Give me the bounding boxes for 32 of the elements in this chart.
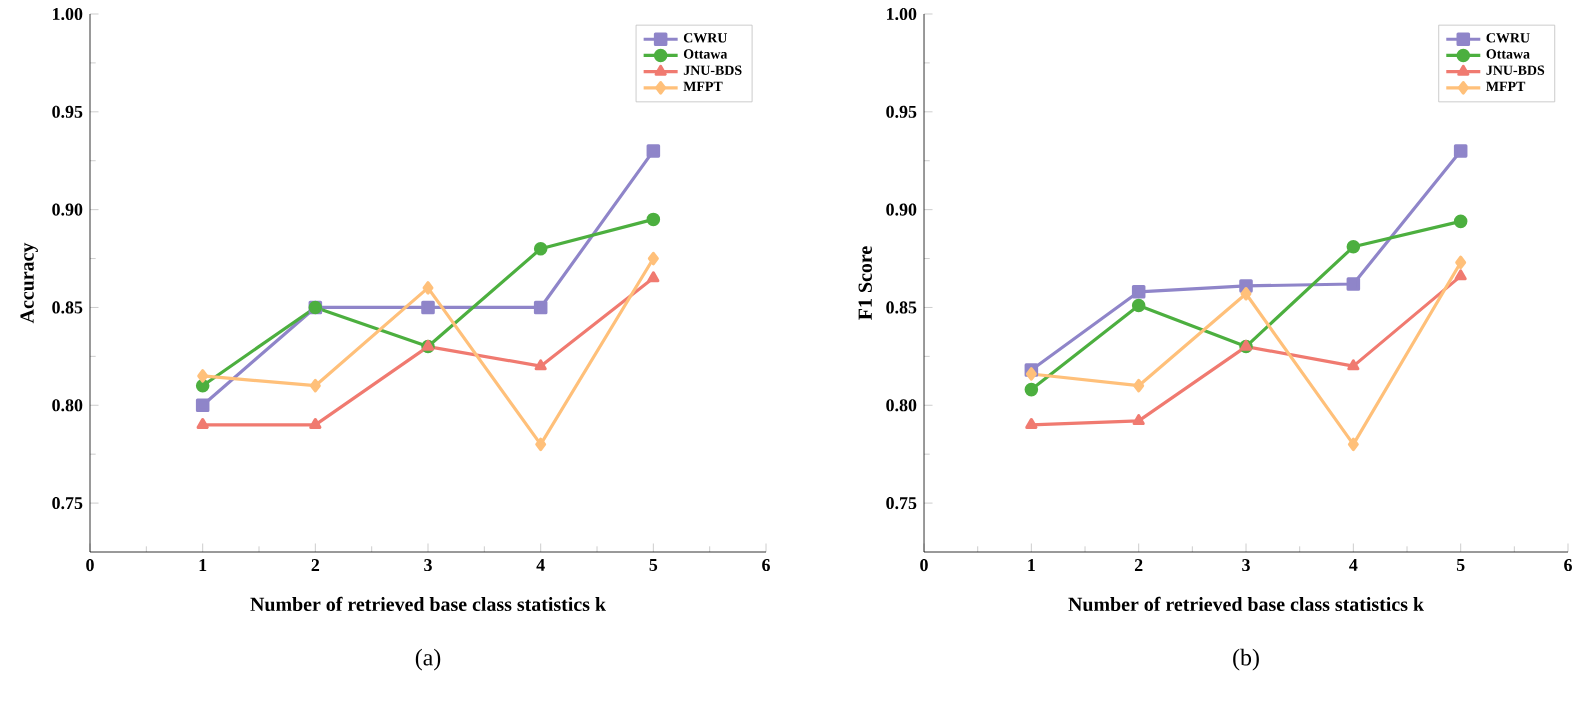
y-tick-label: 0.95 (52, 105, 83, 118)
y-tick-label: 0.80 (886, 399, 917, 412)
x-tick-label: 5 (1456, 559, 1465, 571)
x-tick-label: 5 (649, 559, 658, 571)
y-tick-label: 0.85 (52, 301, 83, 314)
y-tick-label: 0.75 (886, 496, 917, 510)
x-axis-title: Number of retrieved base class statistics k (1068, 596, 1424, 612)
x-tick-label: 1 (1028, 559, 1035, 571)
y-tick-label: 0.75 (52, 496, 83, 510)
x-tick-label: 4 (536, 559, 545, 571)
x-tick-label: 0 (920, 559, 928, 572)
y-axis-title: Accuracy (20, 242, 38, 324)
y-tick-label: 1.00 (53, 7, 83, 21)
y-tick-label: 0.90 (886, 203, 917, 216)
x-tick-label: 6 (762, 559, 770, 572)
y-tick-label: 0.85 (886, 301, 917, 314)
y-axis-title: F1 Score (858, 246, 872, 320)
x-tick-label: 3 (1242, 559, 1250, 572)
x-tick-label: 2 (311, 559, 320, 571)
x-tick-label: 4 (1349, 559, 1358, 571)
y-tick-label: 1.00 (887, 7, 917, 21)
text: (b) (1233, 648, 1259, 671)
y-tick-label: 0.80 (52, 399, 83, 412)
x-tick-label: 1 (199, 559, 207, 571)
x-axis-title: Number of retrieved base class statistics k (250, 596, 606, 612)
x-tick-label: 3 (424, 559, 432, 572)
x-tick-label: 6 (1564, 559, 1572, 572)
y-tick-label: 0.95 (886, 105, 917, 118)
x-tick-label: 2 (1134, 559, 1143, 571)
y-tick-label: 0.90 (52, 203, 83, 216)
x-tick-label: 0 (86, 559, 94, 572)
text: (a) (415, 648, 441, 671)
